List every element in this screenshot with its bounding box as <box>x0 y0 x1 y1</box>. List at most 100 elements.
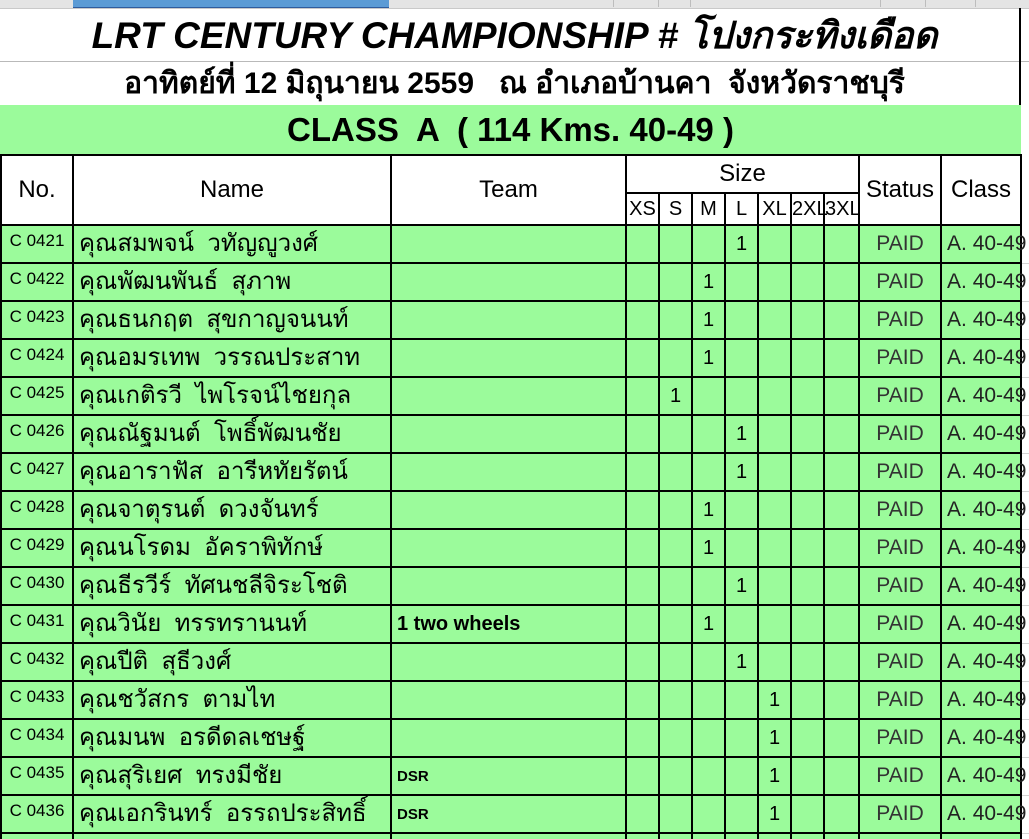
name-cell[interactable]: คุณเอกรินทร์ อรรถประสิทธิ์ <box>72 794 392 834</box>
size-cell[interactable] <box>625 832 660 839</box>
size-cell-s[interactable] <box>658 452 693 492</box>
size-cell-m[interactable] <box>691 642 726 682</box>
size-cell-l[interactable] <box>724 680 759 720</box>
size-cell-s[interactable] <box>658 490 693 530</box>
size-cell-m[interactable] <box>691 566 726 606</box>
size-cell-xl[interactable]: 1 <box>757 756 792 796</box>
size-cell-xl[interactable] <box>757 224 792 264</box>
size-cell-l[interactable]: 1 <box>724 452 759 492</box>
size-cell[interactable] <box>757 832 792 839</box>
team-cell[interactable] <box>390 680 627 720</box>
size-cell-2xl[interactable] <box>790 718 825 758</box>
size-cell-m[interactable] <box>691 756 726 796</box>
status-cell[interactable]: PAID <box>858 376 943 416</box>
size-cell-xl[interactable] <box>757 452 792 492</box>
team-cell[interactable] <box>390 528 627 568</box>
size-cell-xs[interactable] <box>625 414 660 454</box>
col-header-team[interactable]: Team <box>390 154 627 226</box>
class-cell[interactable]: A. 40-49 <box>940 262 1026 302</box>
name-cell[interactable]: คุณชวัสกร ตามไท <box>72 680 392 720</box>
no-cell[interactable]: C 0434 <box>0 718 74 758</box>
class-cell[interactable]: A. 40-49 <box>940 566 1026 606</box>
size-cell-3xl[interactable] <box>822 718 861 758</box>
size-cell-3xl[interactable] <box>822 376 861 416</box>
team-cell[interactable] <box>390 376 627 416</box>
class-cell[interactable]: A. 40-49 <box>940 604 1026 644</box>
size-cell-xs[interactable] <box>625 452 660 492</box>
status-cell[interactable]: PAID <box>858 794 943 834</box>
status-cell[interactable]: PAID <box>858 566 943 606</box>
name-cell[interactable]: คุณอาราฟัส อารีหทัยรัตน์ <box>72 452 392 492</box>
col-header-name[interactable]: Name <box>72 154 392 226</box>
status-cell[interactable]: PAID <box>858 224 943 264</box>
team-cell[interactable] <box>390 452 627 492</box>
size-cell-2xl[interactable] <box>790 262 825 302</box>
size-cell-xs[interactable] <box>625 604 660 644</box>
size-cell-m[interactable]: 1 <box>691 528 726 568</box>
size-cell-2xl[interactable] <box>790 452 825 492</box>
col-header-size-xs[interactable]: XS <box>625 192 660 226</box>
col-header-size-2xl[interactable]: 2XL <box>790 192 828 226</box>
class-cell[interactable]: A. 40-49 <box>940 224 1026 264</box>
size-cell-xs[interactable] <box>625 224 660 264</box>
status-cell[interactable]: PAID <box>858 262 943 302</box>
size-cell-xl[interactable] <box>757 528 792 568</box>
class-cell[interactable]: A. 40-49 <box>940 718 1026 758</box>
size-cell-l[interactable]: 1 <box>724 566 759 606</box>
status-cell[interactable]: PAID <box>858 300 943 340</box>
size-cell-m[interactable] <box>691 414 726 454</box>
size-cell-l[interactable] <box>724 338 759 378</box>
size-cell-2xl[interactable] <box>790 300 825 340</box>
status-cell[interactable]: PAID <box>858 604 943 644</box>
size-cell-xl[interactable] <box>757 604 792 644</box>
size-cell[interactable] <box>790 832 825 839</box>
size-cell-l[interactable] <box>724 300 759 340</box>
event-date-location-cell[interactable]: อาทิตย์ที่ 12 มิถุนายน 2559 ณ อำเภอบ้านค… <box>0 62 1029 105</box>
size-cell-3xl[interactable] <box>822 262 861 302</box>
team-cell[interactable] <box>390 718 627 758</box>
size-cell-xl[interactable] <box>757 376 792 416</box>
class-cell[interactable]: A. 40-49 <box>940 642 1026 682</box>
status-cell[interactable]: PAID <box>858 414 943 454</box>
name-cell[interactable] <box>72 832 392 839</box>
team-cell[interactable] <box>390 566 627 606</box>
size-cell-l[interactable] <box>724 756 759 796</box>
col-header-no[interactable]: No. <box>0 154 74 226</box>
status-cell[interactable]: PAID <box>858 642 943 682</box>
name-cell[interactable]: คุณสมพจน์ วทัญญูวงศ์ <box>72 224 392 264</box>
size-cell[interactable] <box>658 832 693 839</box>
size-cell-m[interactable] <box>691 718 726 758</box>
size-cell-s[interactable] <box>658 680 693 720</box>
size-cell[interactable] <box>691 832 726 839</box>
size-cell-s[interactable] <box>658 604 693 644</box>
size-cell-2xl[interactable] <box>790 566 825 606</box>
no-cell[interactable]: C 0427 <box>0 452 74 492</box>
name-cell[interactable]: คุณปีติ สุธีวงศ์ <box>72 642 392 682</box>
col-header-size-l[interactable]: L <box>724 192 759 226</box>
size-cell-2xl[interactable] <box>790 414 825 454</box>
size-cell-2xl[interactable] <box>790 794 825 834</box>
status-cell[interactable]: PAID <box>858 452 943 492</box>
team-cell[interactable] <box>390 832 627 839</box>
team-cell[interactable] <box>390 262 627 302</box>
team-cell[interactable] <box>390 414 627 454</box>
size-cell-3xl[interactable] <box>822 642 861 682</box>
size-cell-xl[interactable] <box>757 490 792 530</box>
size-cell-xl[interactable]: 1 <box>757 794 792 834</box>
size-cell-m[interactable] <box>691 794 726 834</box>
size-cell-xl[interactable] <box>757 642 792 682</box>
col-header-class[interactable]: Class <box>940 154 1023 226</box>
no-cell[interactable] <box>0 832 74 839</box>
col-header-size[interactable]: Size <box>624 154 861 194</box>
size-cell-2xl[interactable] <box>790 338 825 378</box>
size-cell-3xl[interactable] <box>822 604 861 644</box>
size-cell-3xl[interactable] <box>822 338 861 378</box>
status-cell[interactable]: PAID <box>858 756 943 796</box>
size-cell-xl[interactable]: 1 <box>757 680 792 720</box>
size-cell-m[interactable] <box>691 224 726 264</box>
name-cell[interactable]: คุณสุริเยศ ทรงมีชัย <box>72 756 392 796</box>
size-cell-m[interactable]: 1 <box>691 300 726 340</box>
size-cell[interactable] <box>724 832 759 839</box>
team-cell[interactable]: 1 two wheels <box>390 604 627 644</box>
name-cell[interactable]: คุณพัฒนพันธ์ สุภาพ <box>72 262 392 302</box>
